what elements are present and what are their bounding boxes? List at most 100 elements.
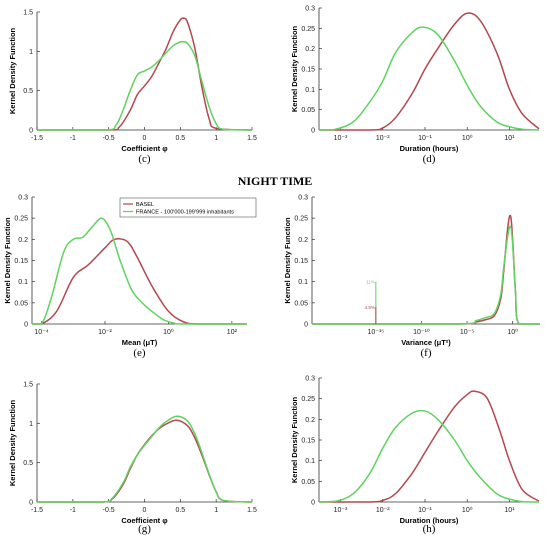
y-axis-label: Kernel Density Function [283,217,292,304]
legend-label: FRANCE - 100'000-199'999 inhabitants [136,210,234,216]
y-tick-label: 0.05 [14,300,28,307]
y-tick-label: 0 [29,128,33,135]
panel-caption: (f) [421,347,432,359]
y-tick-label: 0.2 [298,237,308,244]
x-tick-label: 10⁻² [376,135,390,142]
x-tick-label: 10⁰ [462,506,473,514]
x-tick-label: 1 [214,135,218,142]
series-line-basel [37,419,253,503]
y-tick-label: 0.2 [305,417,315,424]
x-tick-label: 10⁻⁴ [34,329,49,336]
x-tick-label: 1.5 [247,135,257,142]
y-tick-label: 0.05 [294,300,308,307]
x-tick-label: -0.5 [103,507,115,514]
y-tick-label: 0.2 [305,46,315,53]
x-tick-label: 10⁰ [462,134,473,142]
y-tick-label: 0 [304,322,308,329]
annotation-label: 11% [366,280,375,285]
y-tick-label: 0 [29,500,33,507]
y-tick-label: 0.15 [301,438,315,445]
series-line-france [312,225,540,325]
x-tick-label: 10⁻¹⁰ [413,328,430,336]
y-tick-label: 0.5 [23,460,33,467]
series-line-france [318,26,540,131]
series-line-basel [312,214,540,325]
x-tick-label: 10⁻³ [334,135,348,142]
x-tick-label: 0 [143,135,147,142]
y-tick-label: 1.5 [23,10,33,17]
y-tick-label: 0.1 [18,279,28,286]
x-tick-label: 10⁻¹ [418,135,432,142]
y-tick-label: 0.25 [14,216,28,223]
y-tick-label: 1 [29,49,33,56]
series-line-basel [319,390,540,503]
y-tick-label: 0.3 [18,195,28,202]
x-tick-label: 1 [214,507,218,514]
y-tick-label: 1 [29,421,33,428]
y-tick-label: 0.5 [23,88,33,95]
series-line-basel [319,12,540,131]
legend: BASEL FRANCE - 100'000-199'999 inhabitant… [119,197,257,218]
y-tick-label: 0.25 [294,216,308,223]
y-tick-label: 0.1 [305,458,315,465]
y-tick-label: 0.3 [305,376,315,383]
y-tick-label: 0.25 [301,396,315,403]
x-axis-label: Coefficient φ [121,144,168,153]
y-tick-label: 0 [311,128,315,135]
y-tick-label: 0.1 [305,87,315,94]
x-tick-label: 10⁻¹ [418,507,432,514]
x-axis-label: Mean (μT) [122,338,158,347]
y-axis-label: Kernel Density Function [8,27,17,114]
x-tick-label: 10² [227,329,238,336]
y-tick-label: 0.15 [294,258,308,265]
y-tick-label: 0.05 [301,107,315,114]
panel-caption: (d) [423,153,436,165]
x-tick-label: -0.5 [103,135,115,142]
y-tick-label: 0.15 [14,258,28,265]
x-tick-label: 10⁰ [163,328,174,336]
x-tick-label: -1 [70,135,76,142]
x-tick-label: 10⁻¹⁵ [367,329,384,336]
chart-panel-c: 0 0.5 1 1.5 -1.5 -1 -0.5 0 0.5 1 1.5 Coefficient φ K… [8,10,257,166]
panel-caption: (g) [138,523,151,535]
x-tick-label: 10¹ [504,507,515,514]
y-axis-label: Kernel Density Function [290,25,299,112]
section-heading: NIGHT TIME [238,174,313,188]
panel-caption: (h) [423,523,436,535]
chart-panel-e: 0 0.05 0.1 0.15 0.2 0.25 0.3 10⁻⁴ 10⁻² 10⁰ 10² Mean… [3,195,247,359]
y-tick-label: 0.05 [301,479,315,486]
x-tick-label: 1.5 [247,507,257,514]
chart-panel-f: 0 0.05 0.1 0.15 0.2 0.25 0.3 10⁻¹⁵ 10⁻¹⁰ 10⁻⁵ 10⁰ V… [283,195,540,359]
y-tick-label: 0 [24,322,28,329]
series-line-france [32,217,247,325]
y-tick-label: 0.3 [305,6,315,13]
panels-group: 0 0.5 1 1.5 -1.5 -1 -0.5 0 0.5 1 1.5 Coefficient φ K… [3,6,540,536]
x-tick-label: -1 [70,507,76,514]
series-line-france [37,415,253,503]
series-line-france [318,409,540,503]
x-tick-label: 10¹ [504,135,515,142]
x-axis-label: Coefficient φ [121,516,168,525]
chart-panel-h: 0 0.05 0.1 0.15 0.2 0.25 0.3 10⁻³ 10⁻² 10⁻¹ 10⁰ 10¹… [290,376,540,535]
chart-panel-d: 0 0.05 0.1 0.15 0.2 0.25 0.3 10⁻³ 10⁻² 10⁻¹ 10⁰ 10¹… [290,6,540,165]
x-tick-label: 10⁰ [507,328,518,336]
series-line-basel [37,17,253,131]
y-tick-label: 0.3 [298,195,308,202]
y-tick-label: 1.5 [23,382,33,389]
y-tick-label: 0 [311,500,315,507]
y-tick-label: 0.25 [301,26,315,33]
series-line-basel [32,238,247,325]
chart-panel-g: 0 0.5 1 1.5 -1.5 -1 -0.5 0 0.5 1 1.5 Coefficient φ K… [8,382,257,536]
x-axis-label: Duration (hours) [400,516,459,525]
y-tick-label: 0.1 [298,279,308,286]
panel-caption: (e) [133,347,146,359]
y-tick-label: 0.2 [18,237,28,244]
y-axis-label: Kernel Density Function [290,396,299,483]
x-tick-label: -1.5 [31,507,43,514]
x-axis-label: Variance (μT²) [401,338,451,347]
y-axis-label: Kernel Density Function [8,399,17,486]
x-tick-label: 10⁻⁵ [460,329,474,336]
x-tick-label: 10⁻³ [334,507,348,514]
x-tick-label: 0 [143,507,147,514]
